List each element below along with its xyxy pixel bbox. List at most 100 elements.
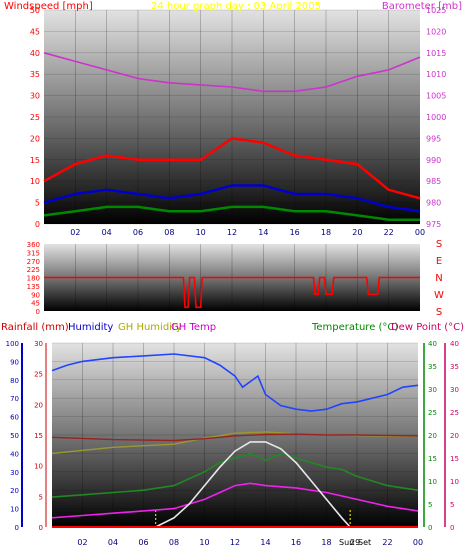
barometer-axis: 975 980 985 990 995 1000 1005 1010 1015 1020 1025 xyxy=(426,6,446,229)
rainfall-tick-label: 20 xyxy=(34,401,43,409)
direction-tick-label: 45 xyxy=(31,300,40,308)
rainfall-tick-label: 0 xyxy=(39,524,43,532)
dew-point-tick-label: 10 xyxy=(450,478,459,486)
direction-tick-label: 135 xyxy=(27,283,40,291)
direction-tick-label: 90 xyxy=(31,291,40,299)
humidity-axis: 0 10 20 30 40 50 60 70 80 90 100 xyxy=(6,340,23,532)
barometer-tick-label: 1005 xyxy=(426,92,446,101)
panel1-grid xyxy=(44,9,420,225)
temperature-label: Temperature (°C) xyxy=(311,322,398,333)
windspeed-tick-label: 30 xyxy=(30,92,40,101)
windspeed-tick-label: 35 xyxy=(30,70,40,79)
dew-point-tick-label: 25 xyxy=(450,409,459,417)
humidity-tick-label: 30 xyxy=(10,469,19,477)
barometer-tick-label: 1010 xyxy=(426,70,446,79)
time-tick-label: 06 xyxy=(133,228,143,237)
time-tick-label: 02 xyxy=(77,538,87,547)
sun-curve-line xyxy=(155,441,351,528)
barometer-tick-label: 985 xyxy=(426,177,441,186)
rainfall-axis: 0 5 10 15 20 25 30 xyxy=(34,340,47,532)
time-tick-label: 14 xyxy=(258,228,268,237)
time-tick-label: 04 xyxy=(108,538,118,547)
wind-average-line xyxy=(43,184,421,213)
panel3-time-axis: 02 04 06 08 10 12 14 16 18 22 00 xyxy=(77,538,423,547)
humidity-line xyxy=(51,353,419,412)
wind-minimum-line xyxy=(43,205,420,221)
windspeed-label: Windspeed [mph] xyxy=(4,1,93,12)
windspeed-tick-label: 50 xyxy=(30,6,40,15)
temperature-tick-label: 5 xyxy=(428,501,432,509)
time-tick-label: 20 xyxy=(352,228,362,237)
set-label: Set xyxy=(358,538,371,547)
rainfall-tick-label: 10 xyxy=(34,463,43,471)
windspeed-tick-label: 5 xyxy=(35,199,40,208)
humidity-tick-label: 0 xyxy=(15,524,19,532)
barometer-tick-label: 1000 xyxy=(426,113,446,122)
windspeed-tick-label: 40 xyxy=(30,49,40,58)
humidity-tick-label: 40 xyxy=(10,450,19,458)
temperature-tick-label: 25 xyxy=(428,409,437,417)
windspeed-tick-label: 45 xyxy=(30,27,40,36)
humidity-tick-label: 60 xyxy=(10,414,19,422)
gh-temp-line xyxy=(51,433,419,442)
barometer-label: Barometer [mb] xyxy=(382,1,462,12)
graph-title: 24 hour graph day : 03 April 2005 xyxy=(151,1,321,12)
dew-point-tick-label: 15 xyxy=(450,455,459,463)
time-tick-label: 00 xyxy=(413,538,423,547)
dew-point-axis: 0 5 10 15 20 25 30 35 40 xyxy=(444,340,459,532)
barometer-line xyxy=(43,52,421,93)
temperature-tick-label: 20 xyxy=(428,432,437,440)
wind-gust-line xyxy=(43,137,421,200)
wind-direction-line xyxy=(44,276,420,309)
dew-point-tick-label: 40 xyxy=(450,340,459,348)
compass-letter: E xyxy=(436,256,442,267)
direction-tick-label: 360 xyxy=(27,241,40,249)
time-tick-label: 18 xyxy=(321,228,331,237)
dew-point-tick-label: 35 xyxy=(450,363,459,371)
rainfall-label: Rainfall (mm) xyxy=(1,322,69,333)
panel1-series xyxy=(43,52,421,221)
windspeed-tick-label: 10 xyxy=(30,177,40,186)
temperature-tick-label: 35 xyxy=(428,363,437,371)
time-tick-label: 14 xyxy=(260,538,270,547)
rainfall-tick-label: 25 xyxy=(34,371,43,379)
compass-letter: S xyxy=(436,239,442,250)
time-tick-label: 06 xyxy=(138,538,148,547)
temperature-tick-label: 30 xyxy=(428,386,437,394)
direction-tick-label: 270 xyxy=(27,258,40,266)
panel1-time-axis: 02 04 06 08 10 12 14 16 18 20 22 00 xyxy=(70,228,425,237)
dew-point-tick-label: 30 xyxy=(450,386,459,394)
time-tick-label: 00 xyxy=(415,228,425,237)
panel1-plot-area xyxy=(44,10,420,224)
gh-temp-label: GH Temp xyxy=(171,322,216,333)
time-tick-label: 22 xyxy=(382,538,392,547)
compass-letter: S xyxy=(436,307,442,318)
windspeed-axis: 0 5 10 15 20 25 30 35 40 45 50 xyxy=(30,6,40,229)
dew-point-label: Dew Point (°C) xyxy=(391,322,464,333)
time-tick-label: 12 xyxy=(227,228,237,237)
humidity-tick-label: 100 xyxy=(6,340,19,348)
barometer-tick-label: 1020 xyxy=(426,27,446,36)
time-tick-label: 08 xyxy=(164,228,174,237)
dew-point-tick-label: 5 xyxy=(450,501,454,509)
dew-point-tick-label: 20 xyxy=(450,432,459,440)
barometer-tick-label: 1025 xyxy=(426,6,446,15)
direction-tick-label: 180 xyxy=(27,275,40,283)
rainfall-tick-label: 15 xyxy=(34,432,43,440)
direction-tick-label: 225 xyxy=(27,266,40,274)
panel3-series xyxy=(51,353,419,528)
barometer-tick-label: 990 xyxy=(426,156,441,165)
rainfall-tick-label: 5 xyxy=(39,493,43,501)
time-tick-label: 16 xyxy=(291,538,301,547)
time-tick-label: 12 xyxy=(230,538,240,547)
dew-point-tick-label: 0 xyxy=(450,524,454,532)
direction-tick-label: 315 xyxy=(27,249,40,257)
humidity-tick-label: 10 xyxy=(10,506,19,514)
barometer-tick-label: 980 xyxy=(426,199,441,208)
time-tick-label: 04 xyxy=(102,228,112,237)
temperature-tick-label: 15 xyxy=(428,455,437,463)
